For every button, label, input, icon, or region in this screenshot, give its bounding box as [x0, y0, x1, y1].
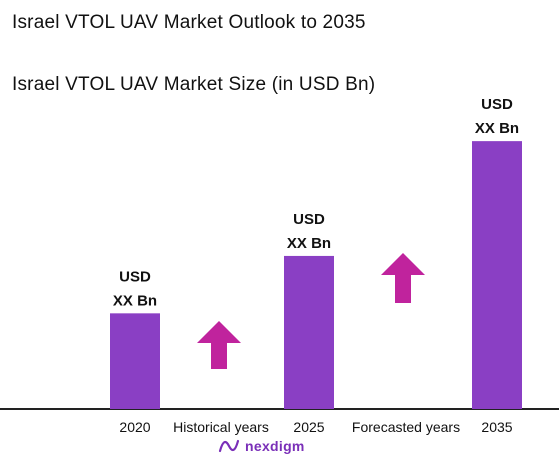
- growth-arrow-icon-1: [197, 321, 241, 369]
- data-label-2020-line1: USD: [119, 268, 151, 285]
- data-label-2025-line2: XX Bn: [287, 235, 331, 252]
- growth-arrow-icon-2: [381, 253, 425, 303]
- x-tick-label-2025: 2025: [293, 419, 324, 435]
- x-tick-label-2035: 2035: [481, 419, 512, 435]
- period-label-2: Forecasted years: [352, 419, 460, 435]
- bar-2035: [472, 141, 522, 409]
- period-label-1: Historical years: [173, 419, 269, 435]
- brand-name: nexdigm: [245, 438, 305, 454]
- nexdigm-logo-icon: [218, 439, 240, 453]
- brand-logo: nexdigm: [218, 437, 305, 455]
- page-title: Israel VTOL UAV Market Outlook to 2035: [12, 12, 366, 33]
- bar-2025: [284, 255, 334, 409]
- data-label-2035-line1: USD: [481, 96, 513, 113]
- chart-title: Israel VTOL UAV Market Size (in USD Bn): [12, 74, 376, 95]
- data-label-2020-line2: XX Bn: [113, 292, 157, 309]
- bar-2020: [110, 313, 160, 409]
- data-label-2025-line1: USD: [293, 211, 325, 228]
- data-label-2035-line2: XX Bn: [475, 120, 519, 137]
- x-tick-label-2020: 2020: [119, 419, 150, 435]
